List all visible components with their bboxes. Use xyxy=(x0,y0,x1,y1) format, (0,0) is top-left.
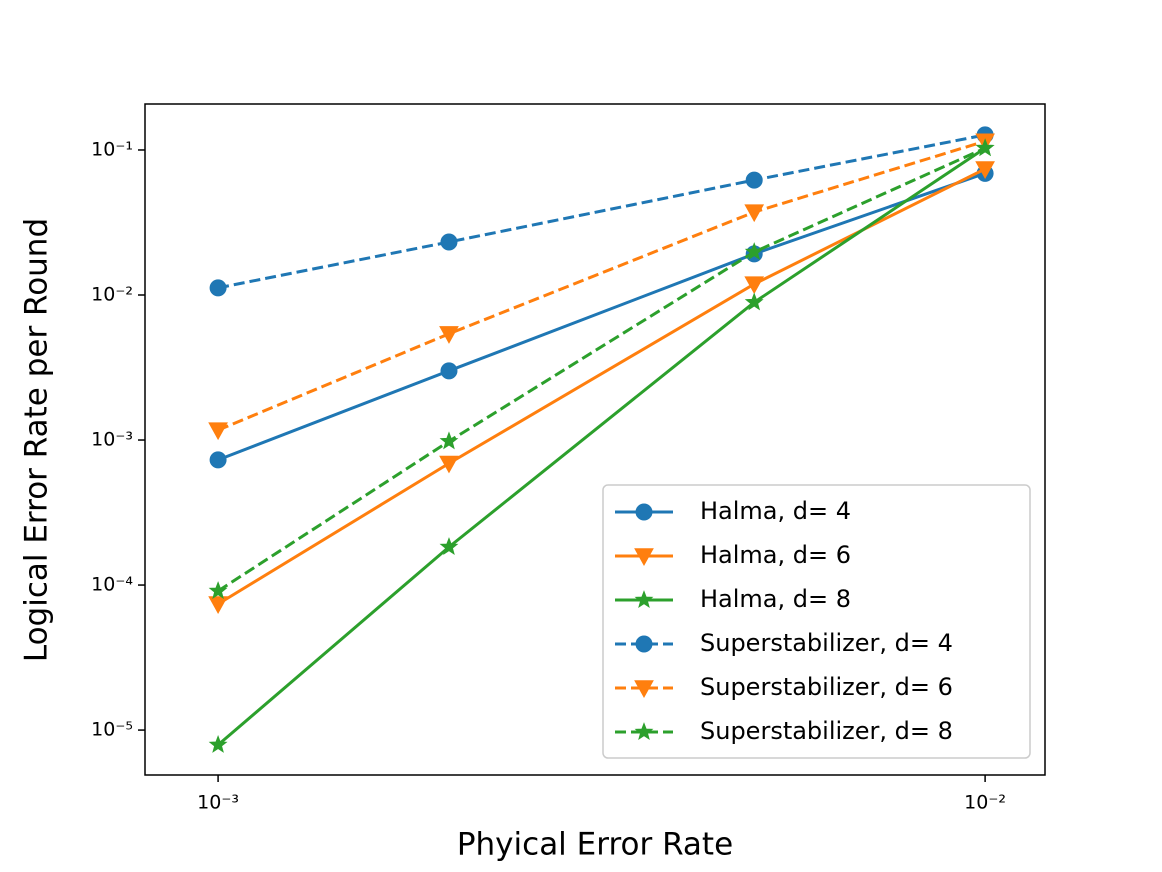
data-point xyxy=(208,735,228,753)
data-point xyxy=(975,138,995,157)
series-line xyxy=(217,146,986,747)
y-tick-label: 10⁻² xyxy=(91,283,133,305)
data-point xyxy=(745,171,763,189)
data-point xyxy=(209,279,227,297)
legend-marker xyxy=(634,680,654,699)
data-point xyxy=(440,362,458,380)
legend-marker xyxy=(635,503,653,521)
y-tick-label: 10⁻⁴ xyxy=(91,574,133,596)
data-point xyxy=(744,204,765,223)
legend-box xyxy=(602,484,1031,759)
data-point xyxy=(439,455,459,474)
series-line xyxy=(217,171,986,462)
data-point xyxy=(744,276,765,295)
y-axis-label: Logical Error Rate per Round xyxy=(19,218,55,662)
series-line xyxy=(217,146,986,593)
data-point xyxy=(439,537,459,556)
y-tick-label: 10⁻⁵ xyxy=(91,719,133,741)
legend-label: Superstabilizer, d= 8 xyxy=(700,717,953,745)
x-tick-label: 10⁻² xyxy=(964,792,1006,814)
legend-label: Superstabilizer, d= 6 xyxy=(700,673,953,701)
data-point xyxy=(208,422,228,441)
data-point xyxy=(209,451,227,469)
legend-marker xyxy=(634,722,654,741)
legend-marker xyxy=(634,590,654,609)
x-axis-label: Phyical Error Rate xyxy=(457,827,733,863)
data-point xyxy=(208,581,228,600)
plot-frame xyxy=(144,103,1046,776)
legend-marker xyxy=(635,635,653,653)
legend: Halma, d= 4 Halma, d= 6 Halma, d= 8 Superst… xyxy=(602,484,1031,759)
x-tick-label: 10⁻³ xyxy=(197,792,239,814)
series-line xyxy=(217,139,986,432)
series-line xyxy=(217,133,986,290)
y-tick-label: 10⁻¹ xyxy=(91,138,133,160)
data-point xyxy=(208,596,228,615)
y-tick-label: 10⁻³ xyxy=(91,429,133,451)
legend-label: Superstabilizer, d= 4 xyxy=(700,629,953,657)
legend-label: Halma, d= 4 xyxy=(700,497,851,525)
legend-label: Halma, d= 6 xyxy=(700,541,851,569)
data-point xyxy=(439,431,459,450)
data-point xyxy=(439,326,459,344)
data-point xyxy=(975,161,995,179)
data-point xyxy=(440,233,458,251)
data-point xyxy=(744,292,764,311)
legend-label: Halma, d= 8 xyxy=(700,585,851,613)
legend-marker xyxy=(634,548,654,567)
data-point xyxy=(744,242,764,260)
